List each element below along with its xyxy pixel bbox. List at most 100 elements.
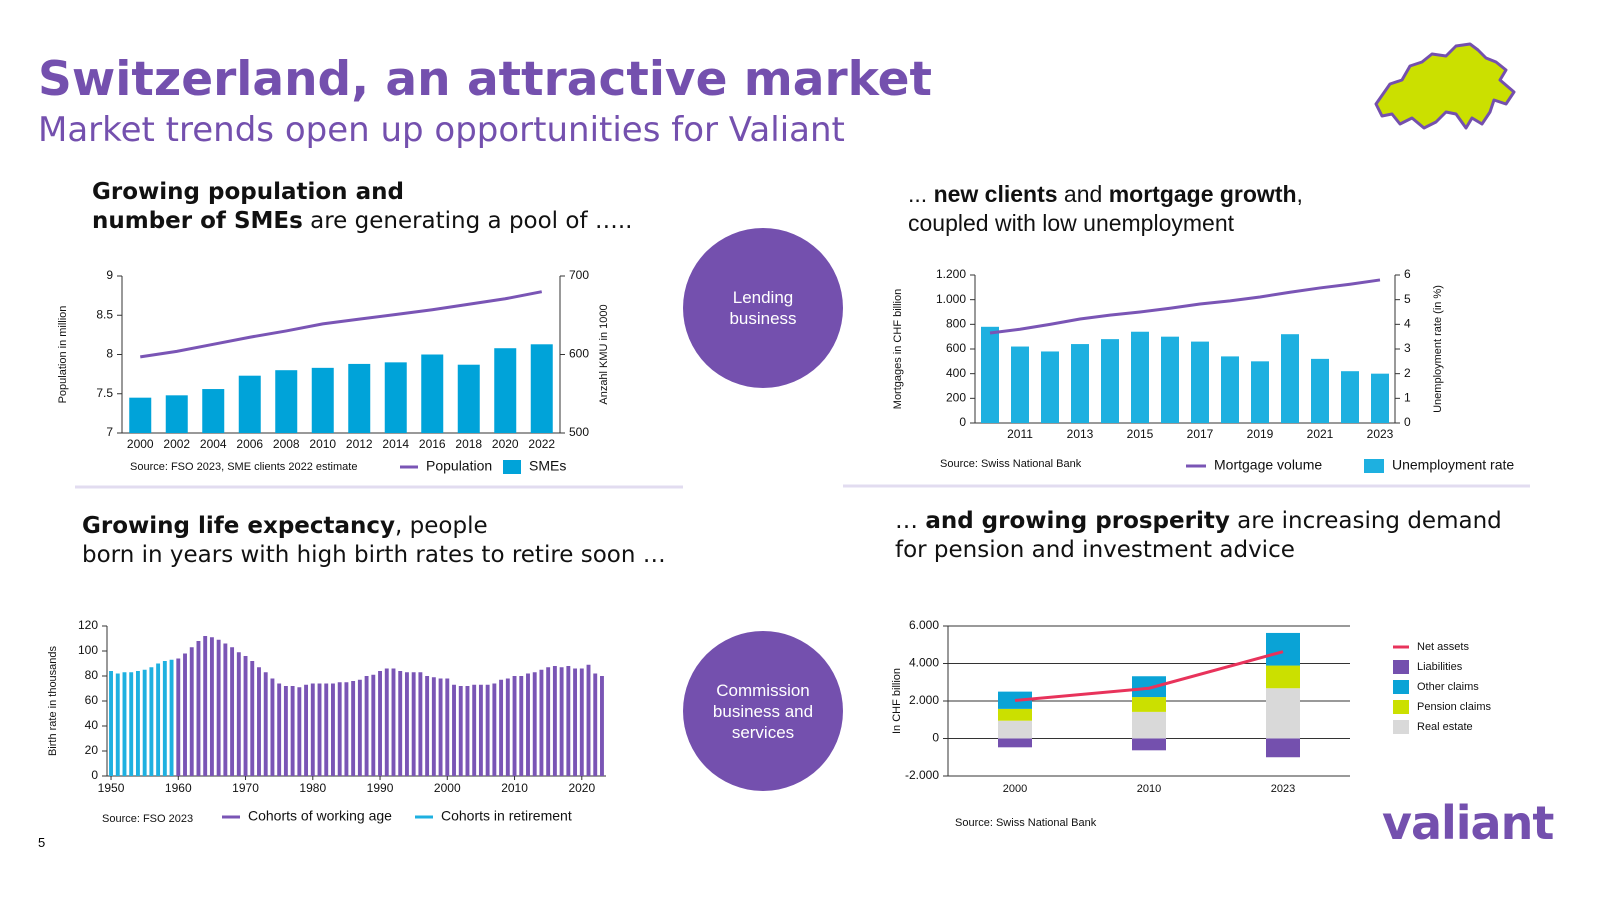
y2-tick-label: 3 bbox=[1404, 341, 1411, 355]
x-tick-label: 2023 bbox=[1367, 427, 1394, 441]
bar bbox=[465, 686, 470, 776]
legend-label: Real estate bbox=[1417, 721, 1473, 733]
bar bbox=[283, 686, 288, 776]
bar bbox=[411, 672, 416, 776]
heading-line: … and growing prosperity are increasing … bbox=[895, 507, 1502, 536]
x-tick-label: 2010 bbox=[309, 437, 336, 451]
bar bbox=[452, 684, 456, 776]
bar bbox=[1281, 334, 1299, 423]
bar bbox=[331, 683, 335, 776]
x-tick-label: 2022 bbox=[528, 437, 555, 451]
bar bbox=[1251, 361, 1269, 423]
bar bbox=[579, 668, 584, 776]
heading-text: born in years with high birth rates to r… bbox=[82, 542, 666, 568]
bar bbox=[530, 344, 553, 433]
bar bbox=[981, 326, 999, 423]
x-tick-label: 2021 bbox=[1307, 427, 1334, 441]
x-tick-label: 2019 bbox=[1247, 427, 1274, 441]
bar bbox=[165, 395, 188, 433]
heading: Growing population and number of SMEs are… bbox=[92, 178, 633, 236]
logo: valiant bbox=[1382, 796, 1554, 850]
y-tick-label: 1.200 bbox=[936, 267, 966, 281]
bar bbox=[586, 664, 591, 776]
bar bbox=[310, 683, 315, 776]
y-tick-label: 120 bbox=[78, 618, 98, 632]
heading-text: and bbox=[1057, 181, 1109, 207]
heading-line: number of SMEs are generating a pool of … bbox=[92, 207, 633, 236]
y2-tick-label: 0 bbox=[1404, 415, 1411, 429]
subtitle: Market trends open up opportunities for … bbox=[38, 110, 845, 150]
bar bbox=[115, 673, 120, 776]
bar bbox=[149, 667, 154, 776]
y-tick-label: 8 bbox=[106, 347, 113, 361]
bar bbox=[189, 647, 194, 776]
x-tick-label: 2010 bbox=[501, 781, 528, 795]
x-tick-label: 2020 bbox=[492, 437, 519, 451]
heading-text: for pension and investment advice bbox=[895, 537, 1295, 563]
bar bbox=[236, 652, 241, 776]
y-tick-label: 9 bbox=[106, 268, 113, 282]
bar bbox=[176, 658, 181, 776]
bar bbox=[209, 637, 214, 776]
x-tick-label: 2015 bbox=[1127, 427, 1154, 441]
bar bbox=[492, 683, 497, 776]
bar bbox=[156, 663, 161, 776]
bar bbox=[573, 668, 578, 776]
legend-label: Cohorts of working age bbox=[248, 808, 392, 824]
bar bbox=[1221, 356, 1239, 423]
y2-tick-label: 1 bbox=[1404, 391, 1411, 405]
x-tick-label: 2000 bbox=[127, 437, 154, 451]
x-tick-label: 1960 bbox=[165, 781, 192, 795]
heading-line: Growing life expectancy, people bbox=[82, 512, 666, 541]
source: Source: Swiss National Bank bbox=[955, 817, 1097, 829]
legend-label: Net assets bbox=[1417, 641, 1469, 653]
bar bbox=[438, 678, 443, 776]
bar bbox=[311, 367, 334, 433]
swiss-map bbox=[1374, 42, 1516, 130]
bar-segment bbox=[1132, 676, 1166, 698]
bar-segment bbox=[1266, 688, 1300, 739]
bar-segment bbox=[998, 720, 1032, 739]
source: Source: FSO 2023 bbox=[102, 813, 193, 825]
x-tick-label: 1980 bbox=[299, 781, 326, 795]
x-tick-label: 2008 bbox=[273, 437, 300, 451]
bar bbox=[1041, 351, 1059, 423]
bar bbox=[559, 667, 564, 776]
y-tick-label: 100 bbox=[78, 643, 98, 657]
y-tick-label: 400 bbox=[946, 366, 966, 380]
legend-label: Cohorts in retirement bbox=[441, 808, 572, 824]
bar bbox=[384, 668, 389, 776]
y-tick-label: 8.5 bbox=[96, 307, 113, 321]
heading-text: new clients bbox=[933, 181, 1058, 207]
y-tick-label: 4.000 bbox=[909, 656, 939, 670]
bar bbox=[317, 683, 322, 776]
bar bbox=[196, 641, 201, 776]
heading: ... new clients and mortgage growth, coup… bbox=[908, 180, 1303, 238]
y-tick-label: 0 bbox=[91, 768, 98, 782]
y2-tick-label: 700 bbox=[569, 268, 589, 282]
y2-tick-label: 5 bbox=[1404, 292, 1411, 306]
heading-text: are increasing demand bbox=[1229, 508, 1502, 534]
bar bbox=[183, 653, 187, 776]
bar bbox=[1101, 339, 1119, 423]
x-tick-label: 2020 bbox=[568, 781, 595, 795]
legend-marker bbox=[1393, 720, 1409, 734]
page-number: 5 bbox=[38, 835, 46, 850]
bar bbox=[472, 684, 477, 776]
bar bbox=[129, 397, 152, 433]
bar bbox=[230, 647, 235, 776]
x-tick-label: 2023 bbox=[1271, 783, 1295, 795]
legend-label: Other claims bbox=[1417, 681, 1479, 693]
y2-tick-label: 500 bbox=[569, 425, 589, 439]
bar bbox=[526, 673, 530, 776]
bar bbox=[566, 666, 571, 776]
bar bbox=[425, 676, 430, 776]
bar bbox=[257, 667, 261, 776]
bar bbox=[275, 370, 298, 433]
y-tick-label: 1.000 bbox=[936, 292, 966, 306]
bar bbox=[457, 364, 480, 433]
heading-text: mortgage growth bbox=[1108, 181, 1297, 207]
heading-text: ... bbox=[908, 181, 934, 207]
bar bbox=[351, 681, 356, 776]
heading: Growing life expectancy, people born in y… bbox=[82, 512, 666, 570]
